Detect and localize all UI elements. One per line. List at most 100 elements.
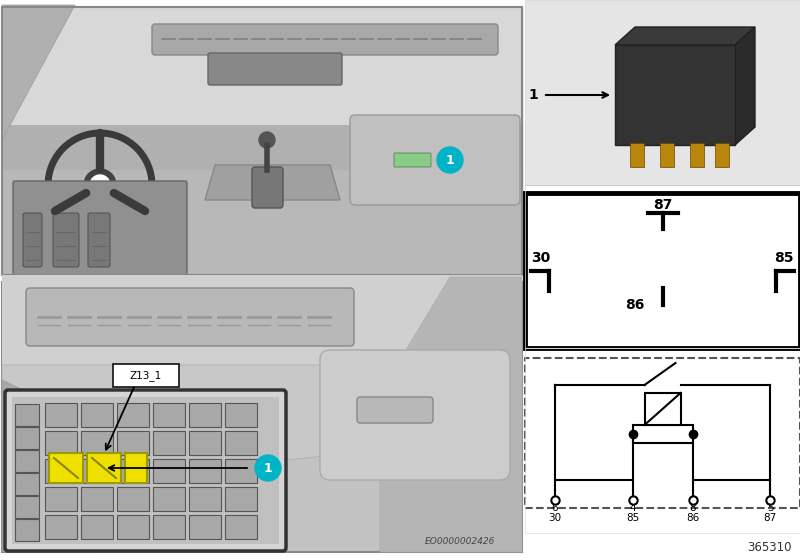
FancyBboxPatch shape — [53, 213, 79, 267]
Text: 5: 5 — [766, 503, 774, 513]
FancyBboxPatch shape — [208, 53, 342, 85]
FancyBboxPatch shape — [525, 358, 800, 508]
FancyBboxPatch shape — [630, 143, 644, 167]
FancyBboxPatch shape — [23, 213, 42, 267]
Text: 86: 86 — [625, 298, 645, 312]
FancyBboxPatch shape — [225, 487, 257, 511]
Circle shape — [84, 169, 116, 201]
FancyBboxPatch shape — [189, 459, 221, 483]
FancyBboxPatch shape — [189, 515, 221, 539]
FancyBboxPatch shape — [15, 473, 39, 495]
FancyBboxPatch shape — [117, 459, 149, 483]
FancyBboxPatch shape — [715, 143, 729, 167]
Circle shape — [90, 175, 110, 195]
FancyBboxPatch shape — [350, 115, 520, 205]
FancyBboxPatch shape — [2, 7, 522, 130]
Polygon shape — [2, 380, 130, 552]
FancyBboxPatch shape — [189, 403, 221, 427]
FancyBboxPatch shape — [15, 519, 39, 541]
FancyBboxPatch shape — [645, 393, 681, 425]
Text: 1: 1 — [264, 461, 272, 474]
FancyBboxPatch shape — [2, 170, 522, 275]
FancyBboxPatch shape — [2, 275, 522, 365]
Circle shape — [437, 147, 463, 173]
FancyBboxPatch shape — [26, 288, 354, 346]
FancyBboxPatch shape — [12, 397, 279, 544]
Text: 30: 30 — [531, 251, 550, 265]
Polygon shape — [735, 27, 755, 145]
FancyBboxPatch shape — [225, 515, 257, 539]
FancyBboxPatch shape — [189, 487, 221, 511]
FancyBboxPatch shape — [125, 453, 147, 483]
FancyBboxPatch shape — [152, 24, 498, 55]
FancyBboxPatch shape — [81, 487, 113, 511]
Polygon shape — [2, 365, 522, 465]
FancyBboxPatch shape — [49, 453, 83, 483]
FancyBboxPatch shape — [2, 125, 522, 170]
FancyBboxPatch shape — [15, 404, 39, 426]
Polygon shape — [2, 5, 75, 140]
FancyBboxPatch shape — [2, 7, 522, 275]
Text: EO0000002426: EO0000002426 — [425, 537, 495, 546]
FancyBboxPatch shape — [153, 459, 185, 483]
FancyBboxPatch shape — [117, 515, 149, 539]
FancyBboxPatch shape — [81, 431, 113, 455]
Circle shape — [259, 132, 275, 148]
FancyBboxPatch shape — [357, 397, 433, 423]
FancyBboxPatch shape — [252, 167, 283, 208]
Text: 4: 4 — [629, 503, 636, 513]
FancyBboxPatch shape — [87, 453, 121, 483]
Text: 86: 86 — [686, 513, 699, 523]
FancyBboxPatch shape — [45, 431, 77, 455]
Text: 85: 85 — [626, 513, 639, 523]
FancyBboxPatch shape — [153, 431, 185, 455]
FancyBboxPatch shape — [394, 153, 431, 167]
FancyBboxPatch shape — [45, 487, 77, 511]
FancyBboxPatch shape — [15, 450, 39, 472]
FancyBboxPatch shape — [320, 350, 510, 480]
Text: 1: 1 — [528, 88, 538, 102]
Text: 8: 8 — [689, 503, 696, 513]
FancyBboxPatch shape — [153, 403, 185, 427]
FancyBboxPatch shape — [45, 403, 77, 427]
FancyBboxPatch shape — [117, 403, 149, 427]
Text: 85: 85 — [774, 251, 794, 265]
FancyBboxPatch shape — [5, 390, 286, 551]
FancyBboxPatch shape — [225, 431, 257, 455]
FancyBboxPatch shape — [81, 515, 113, 539]
Text: 87: 87 — [653, 198, 672, 212]
FancyBboxPatch shape — [690, 143, 704, 167]
FancyBboxPatch shape — [81, 403, 113, 427]
FancyBboxPatch shape — [153, 515, 185, 539]
Text: Z13_1: Z13_1 — [130, 370, 162, 381]
FancyBboxPatch shape — [13, 181, 187, 275]
FancyBboxPatch shape — [525, 193, 800, 348]
FancyBboxPatch shape — [225, 459, 257, 483]
Circle shape — [255, 455, 281, 481]
FancyBboxPatch shape — [633, 425, 693, 443]
FancyBboxPatch shape — [81, 459, 113, 483]
FancyBboxPatch shape — [117, 431, 149, 455]
FancyBboxPatch shape — [525, 0, 800, 185]
FancyBboxPatch shape — [153, 487, 185, 511]
FancyBboxPatch shape — [117, 487, 149, 511]
Text: 1: 1 — [446, 153, 454, 166]
Polygon shape — [615, 27, 755, 45]
Polygon shape — [205, 165, 340, 200]
FancyBboxPatch shape — [15, 496, 39, 518]
Text: 87: 87 — [763, 513, 777, 523]
Text: 30: 30 — [549, 513, 562, 523]
FancyBboxPatch shape — [15, 427, 39, 449]
FancyBboxPatch shape — [660, 143, 674, 167]
FancyBboxPatch shape — [189, 431, 221, 455]
Text: 6: 6 — [552, 503, 558, 513]
FancyBboxPatch shape — [113, 364, 179, 387]
FancyBboxPatch shape — [2, 282, 522, 552]
Polygon shape — [380, 277, 522, 552]
FancyBboxPatch shape — [45, 459, 77, 483]
FancyBboxPatch shape — [225, 403, 257, 427]
FancyBboxPatch shape — [88, 213, 110, 267]
FancyBboxPatch shape — [615, 45, 735, 145]
FancyBboxPatch shape — [45, 515, 77, 539]
Text: 365310: 365310 — [747, 541, 792, 554]
